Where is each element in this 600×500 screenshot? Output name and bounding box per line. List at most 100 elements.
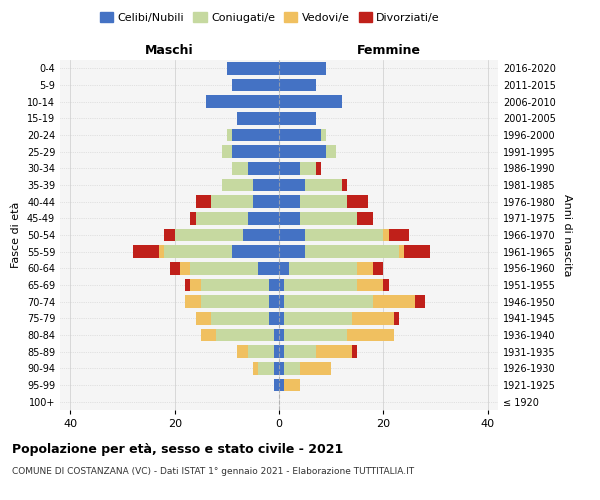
Bar [300,212,357,224]
Bar [211,312,269,324]
Bar [248,212,279,224]
Bar [253,196,279,208]
Bar [164,229,175,241]
Bar [383,279,389,291]
Bar [284,296,373,308]
Bar [347,196,368,208]
Bar [279,112,316,124]
Bar [279,146,326,158]
Bar [253,179,279,192]
Bar [279,196,300,208]
Bar [316,162,321,174]
Bar [196,212,248,224]
Bar [206,96,279,108]
Bar [279,179,305,192]
Bar [175,229,242,241]
Bar [248,162,279,174]
Bar [232,129,279,141]
Bar [305,229,383,241]
Bar [164,246,232,258]
Bar [279,96,341,108]
Bar [190,262,258,274]
Bar [242,229,279,241]
Bar [279,229,305,241]
Bar [352,346,357,358]
Bar [399,246,404,258]
Bar [300,162,316,174]
Bar [321,129,326,141]
Bar [190,279,201,291]
Bar [269,312,279,324]
Bar [404,246,430,258]
Bar [217,329,274,341]
Bar [284,312,352,324]
Bar [279,296,284,308]
Bar [248,346,274,358]
Bar [170,262,180,274]
Bar [253,362,258,374]
Text: COMUNE DI COSTANZANA (VC) - Dati ISTAT 1° gennaio 2021 - Elaborazione TUTTITALIA: COMUNE DI COSTANZANA (VC) - Dati ISTAT 1… [12,468,414,476]
Bar [352,312,394,324]
Bar [383,229,389,241]
Bar [279,162,300,174]
Bar [201,329,217,341]
Bar [274,379,279,391]
Y-axis label: Fasce di età: Fasce di età [11,202,21,268]
Bar [232,246,279,258]
Bar [373,296,415,308]
Bar [341,179,347,192]
Bar [357,262,373,274]
Bar [274,346,279,358]
Bar [279,129,321,141]
Bar [227,62,279,74]
Bar [190,212,196,224]
Bar [159,246,164,258]
Bar [269,296,279,308]
Bar [133,246,159,258]
Bar [237,112,279,124]
Bar [357,212,373,224]
Bar [279,246,305,258]
Bar [196,312,211,324]
Bar [389,229,409,241]
Bar [237,346,248,358]
Bar [279,279,284,291]
Bar [221,146,232,158]
Bar [300,362,331,374]
Bar [258,262,279,274]
Y-axis label: Anni di nascita: Anni di nascita [562,194,572,276]
Bar [279,62,326,74]
Bar [221,179,253,192]
Bar [300,196,347,208]
Bar [279,79,316,92]
Bar [279,362,284,374]
Bar [373,262,383,274]
Bar [279,212,300,224]
Bar [284,379,300,391]
Bar [269,279,279,291]
Text: Popolazione per età, sesso e stato civile - 2021: Popolazione per età, sesso e stato civil… [12,442,343,456]
Bar [258,362,274,374]
Bar [185,279,190,291]
Bar [305,179,341,192]
Bar [305,246,399,258]
Bar [279,379,284,391]
Bar [274,329,279,341]
Bar [357,279,383,291]
Bar [284,346,316,358]
Bar [279,329,284,341]
Bar [232,146,279,158]
Bar [180,262,190,274]
Bar [232,79,279,92]
Bar [211,196,253,208]
Bar [201,279,269,291]
Bar [284,362,300,374]
Bar [326,146,337,158]
Bar [279,346,284,358]
Bar [227,129,232,141]
Bar [415,296,425,308]
Bar [347,329,394,341]
Bar [279,312,284,324]
Bar [394,312,399,324]
Bar [196,196,211,208]
